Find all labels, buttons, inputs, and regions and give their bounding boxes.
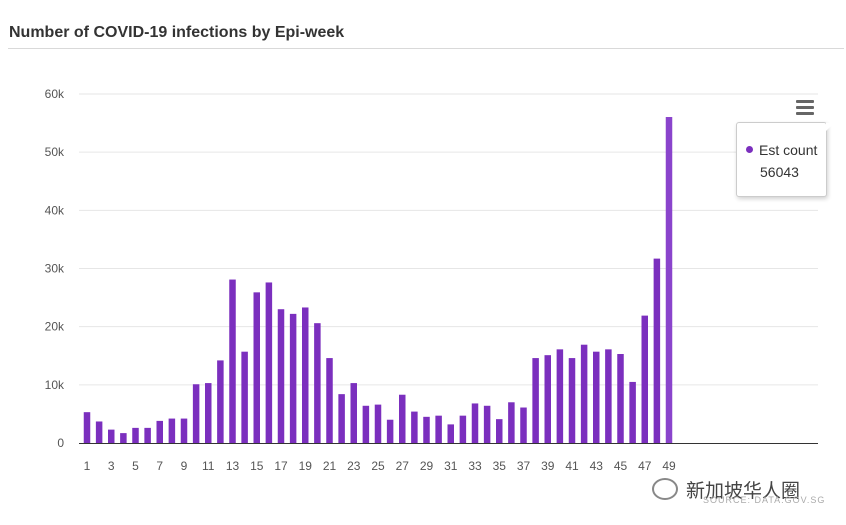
bar-week-23[interactable] <box>350 383 358 443</box>
x-tick-label: 35 <box>493 459 507 473</box>
y-tick-label: 0 <box>57 436 64 450</box>
bar-week-40[interactable] <box>556 349 564 443</box>
bar-week-41[interactable] <box>568 358 576 443</box>
bar-week-9[interactable] <box>180 418 188 443</box>
x-tick-label: 7 <box>156 459 163 473</box>
wechat-icon <box>652 478 678 500</box>
tooltip-series-row: Est count <box>746 142 817 158</box>
bar-week-1[interactable] <box>83 412 91 443</box>
bar-week-5[interactable] <box>132 427 139 443</box>
y-tick-label: 30k <box>45 262 65 276</box>
bar-week-11[interactable] <box>205 383 212 443</box>
x-tick-label: 29 <box>420 459 434 473</box>
tooltip-series-name: Est count <box>759 142 818 158</box>
bar-week-34[interactable] <box>483 405 491 443</box>
bar-week-33[interactable] <box>471 403 479 443</box>
y-tick-label: 20k <box>45 320 65 334</box>
source-credit: SOURCE: DATA.GOV.SG <box>703 495 826 505</box>
bar-week-26[interactable] <box>386 419 394 443</box>
x-tick-label: 37 <box>517 459 531 473</box>
title-divider <box>8 48 844 49</box>
x-tick-label: 13 <box>226 459 240 473</box>
bar-week-20[interactable] <box>314 323 321 443</box>
x-tick-label: 47 <box>638 459 652 473</box>
x-tick-label: 39 <box>541 459 555 473</box>
x-tick-label: 25 <box>371 459 385 473</box>
x-axis-ticks: 1 3 5 7 9 11 13 15 17 19 21 23 25 27 29 31 33 35 37 39 41 43 4… <box>84 459 676 473</box>
bar-week-7[interactable] <box>156 420 164 443</box>
y-tick-label: 40k <box>45 203 65 217</box>
watermark-text: 新加坡华人圈 <box>686 481 801 502</box>
x-tick-label: 43 <box>590 459 604 473</box>
bar-week-29[interactable] <box>423 416 430 443</box>
series-dot-icon <box>746 146 753 153</box>
bar-week-22[interactable] <box>338 394 345 443</box>
chart-title: Number of COVID-19 infections by Epi-wee… <box>9 24 345 41</box>
bar-week-17[interactable] <box>277 309 285 443</box>
bar-week-14[interactable] <box>241 351 248 443</box>
bar-week-43[interactable] <box>593 351 600 443</box>
bar-week-19[interactable] <box>302 307 309 443</box>
x-tick-label: 1 <box>84 459 91 473</box>
y-tick-label: 50k <box>45 145 65 159</box>
bars <box>83 117 673 444</box>
bar-week-31[interactable] <box>447 424 455 443</box>
bar-week-10[interactable] <box>192 384 200 443</box>
tooltip-value: 56043 <box>760 164 799 180</box>
x-tick-label: 3 <box>108 459 115 473</box>
bar-week-30[interactable] <box>435 415 442 443</box>
x-tick-label: 9 <box>181 459 188 473</box>
y-tick-label: 10k <box>45 378 65 392</box>
x-tick-label: 17 <box>274 459 288 473</box>
bar-week-4[interactable] <box>120 433 127 443</box>
bar-week-28[interactable] <box>411 411 418 443</box>
x-tick-label: 21 <box>323 459 337 473</box>
bar-week-12[interactable] <box>217 360 224 443</box>
y-axis-ticks: 0 10k 20k 30k 40k 50k 60k <box>45 87 65 450</box>
hamburger-menu-icon[interactable] <box>795 100 815 118</box>
bar-week-38[interactable] <box>532 358 539 443</box>
x-tick-label: 23 <box>347 459 361 473</box>
bar-week-25[interactable] <box>374 404 382 443</box>
x-tick-label: 41 <box>565 459 579 473</box>
x-tick-label: 49 <box>662 459 676 473</box>
bar-week-42[interactable] <box>580 344 588 443</box>
bar-week-27[interactable] <box>399 394 406 443</box>
x-tick-label: 19 <box>299 459 313 473</box>
bar-week-6[interactable] <box>144 427 151 443</box>
x-tick-label: 15 <box>250 459 264 473</box>
bar-week-47[interactable] <box>641 315 649 443</box>
bar-week-32[interactable] <box>459 415 467 443</box>
bar-week-3[interactable] <box>108 429 115 443</box>
x-tick-label: 27 <box>396 459 410 473</box>
bar-week-18[interactable] <box>289 313 297 443</box>
bar-week-45[interactable] <box>617 354 624 443</box>
bar-week-16[interactable] <box>265 282 273 443</box>
bar-week-24[interactable] <box>362 405 370 443</box>
x-tick-label: 11 <box>202 459 215 473</box>
x-tick-label: 33 <box>468 459 482 473</box>
bar-week-37[interactable] <box>520 407 527 443</box>
x-tick-label: 45 <box>614 459 628 473</box>
watermark: 新加坡华人圈 <box>652 476 800 503</box>
bar-week-36[interactable] <box>508 402 515 443</box>
bar-week-8[interactable] <box>168 418 176 443</box>
bar-week-39[interactable] <box>544 355 552 443</box>
x-tick-label: 5 <box>132 459 139 473</box>
bar-week-21[interactable] <box>326 358 333 443</box>
bar-week-44[interactable] <box>605 349 612 443</box>
gridlines <box>79 93 818 386</box>
bar-week-46[interactable] <box>629 381 636 443</box>
x-tick-label: 31 <box>444 459 458 473</box>
bar-week-49[interactable] <box>665 117 673 444</box>
bar-week-15[interactable] <box>253 292 261 443</box>
tooltip: Est count 56043 <box>736 122 834 197</box>
bar-week-2[interactable] <box>95 421 103 443</box>
y-tick-label: 60k <box>45 87 65 101</box>
bar-week-48[interactable] <box>653 258 661 443</box>
bar-week-13[interactable] <box>229 279 236 443</box>
bar-week-35[interactable] <box>496 419 503 443</box>
